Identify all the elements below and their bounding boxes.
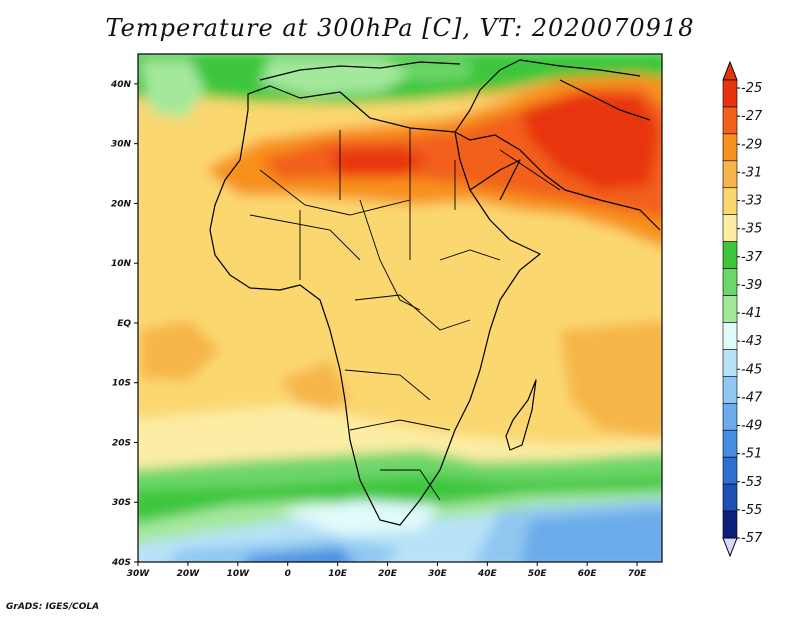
x-tick-label: 20W [177,569,201,579]
colorbar-label: -31 [741,165,762,180]
colorbar-label: -43 [741,334,762,349]
x-tick-label: 60E [578,569,598,579]
x-tick-label: 40E [477,569,498,579]
y-tick-label: 20S [112,438,131,448]
colorbar-swatch [722,268,738,296]
x-tick-label: 30W [127,569,151,579]
colorbar-label: -33 [741,194,762,209]
colorbar-label: -41 [741,306,762,321]
x-tick-label: 70E [628,569,648,579]
colorbar-swatch [722,241,738,269]
colorbar-label: -49 [741,419,762,434]
x-tick-label: 10E [328,569,348,579]
colorbar-label: -35 [741,222,762,237]
colorbar-swatch [722,510,738,539]
y-tick-label: 10S [112,379,131,389]
colorbar-swatch [722,322,738,350]
colorbar-label: -47 [741,390,763,405]
colorbar-label: -51 [741,447,762,462]
x-tick-label: 20E [378,569,398,579]
colorbar-label: -53 [741,475,762,490]
x-tick-label: 30E [428,569,448,579]
y-axis: 40N 30N 20N 10N EQ 10S 20S 30S 40S [110,80,138,568]
colorbar: -25 -27 -29 -31 -33 -35 -37 -39 -41 -43 -45 -47 -49 -… [722,60,763,558]
x-tick-label: 10W [227,569,251,579]
country-borders [249,128,561,501]
y-tick-label: 40S [111,558,131,568]
colorbar-swatch [722,214,738,242]
colorbar-swatch [722,133,738,162]
colorbar-swatch [722,187,738,216]
colorbar-label: -57 [741,531,763,546]
colorbar-swatch [722,160,738,189]
colorbar-label: -55 [741,503,762,518]
y-tick-label: EQ [117,319,131,329]
colorbar-top-arrow [722,60,738,81]
colorbar-swatch [722,456,738,485]
colorbar-label: -27 [741,109,763,124]
map-frame [137,53,663,563]
x-tick-label: 50E [528,569,548,579]
colorbar-swatch [722,79,738,108]
map-title: Temperature at 300hPa [C], VT: 202007091… [105,14,695,42]
colorbar-swatch [722,402,738,431]
y-tick-label: 30N [111,140,132,150]
colorbar-label: -29 [741,137,762,152]
colorbar-label: -37 [741,250,763,265]
y-tick-label: 40N [110,80,132,90]
x-tick-label: 0 [285,569,291,579]
colorbar-label: -39 [741,278,762,293]
colorbar-swatch [722,106,738,135]
y-tick-label: 10N [111,259,132,269]
colorbar-swatch [722,483,738,512]
credit-text: GrADS: IGES/COLA [6,602,100,612]
colorbar-swatch [722,295,738,323]
coastlines [209,59,661,526]
x-axis: 30W 20W 10W 0 10E 20E 30E 40E 50E 60E 70E [127,562,647,579]
y-tick-label: 30S [112,498,131,508]
temperature-field [138,54,662,562]
colorbar-label: -45 [741,362,762,377]
colorbar-bottom-arrow [722,537,738,558]
colorbar-label: -25 [741,81,762,96]
colorbar-swatch [722,376,738,404]
colorbar-swatch [722,349,738,377]
y-tick-label: 20N [111,199,132,209]
colorbar-swatch [722,429,738,458]
